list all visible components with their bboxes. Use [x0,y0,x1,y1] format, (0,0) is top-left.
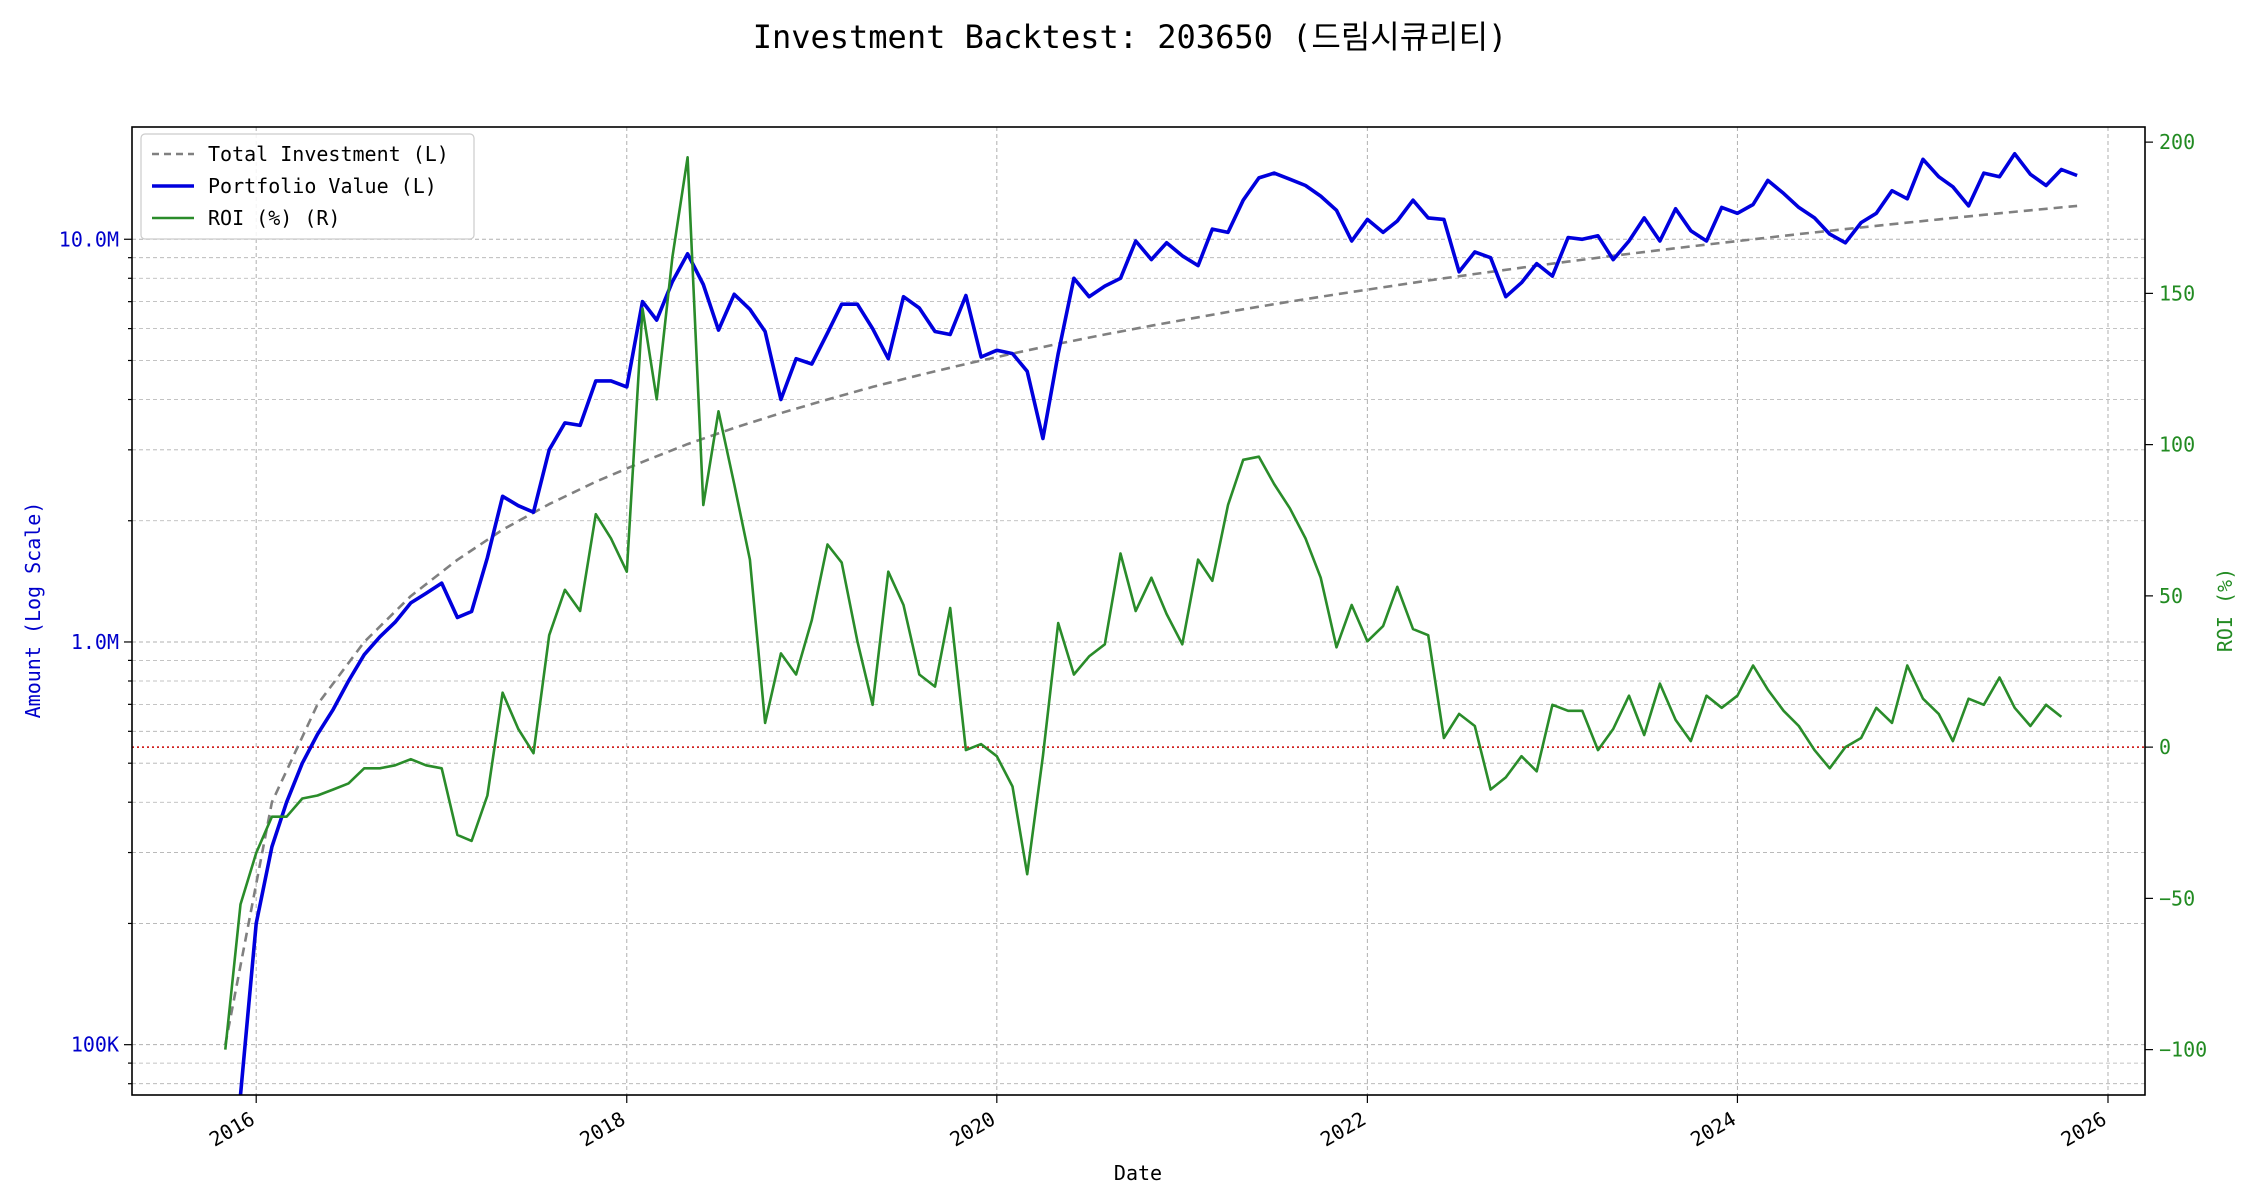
plot-frame [131,126,2146,1096]
legend-label: ROI (%) (R) [208,206,340,230]
chart-title: Investment Backtest: 203650 (드림시큐리티) [753,18,1508,56]
x-axis-ticks: 2016 2018 2020 2022 2024 2026 [205,1095,2111,1152]
right-tick-label: 100 [2159,433,2195,457]
left-tick-label: 10.0M [59,227,119,251]
roi-line [224,156,2063,1050]
series-lines [224,152,2078,1095]
right-axis-label: ROI (%) [2213,568,2237,652]
x-tick-label: 2016 [205,1107,259,1152]
legend: Total Investment (L) Portfolio Value (L) R… [140,133,475,240]
x-tick-label: 2020 [946,1107,1000,1152]
x-axis-label: Date [1114,1161,1162,1185]
right-tick-label: 50 [2159,584,2183,608]
left-tick-label: 100K [71,1033,119,1057]
left-axis-ticks: 100K 1.0M 10.0M [59,227,132,1085]
x-tick-label: 2018 [576,1107,630,1152]
right-tick-label: −100 [2159,1038,2207,1062]
right-tick-label: −50 [2159,886,2195,910]
right-tick-label: 200 [2159,130,2195,154]
right-tick-label: 0 [2159,735,2171,759]
grid-lines [132,127,2145,1095]
left-axis-label: Amount (Log Scale) [21,502,45,719]
right-tick-label: 150 [2159,281,2195,305]
legend-label: Total Investment (L) [208,142,449,166]
portfolio-value-line [238,152,2078,1095]
x-tick-label: 2024 [1686,1107,1740,1152]
legend-label: Portfolio Value (L) [208,174,437,198]
x-tick-label: 2022 [1316,1107,1370,1152]
right-axis-ticks: −100 −50 0 50 100 150 200 [2145,130,2207,1062]
legend-box [140,133,475,240]
left-tick-label: 1.0M [71,630,119,654]
total-investment-line [224,204,2078,1045]
x-tick-label: 2026 [2057,1107,2111,1152]
